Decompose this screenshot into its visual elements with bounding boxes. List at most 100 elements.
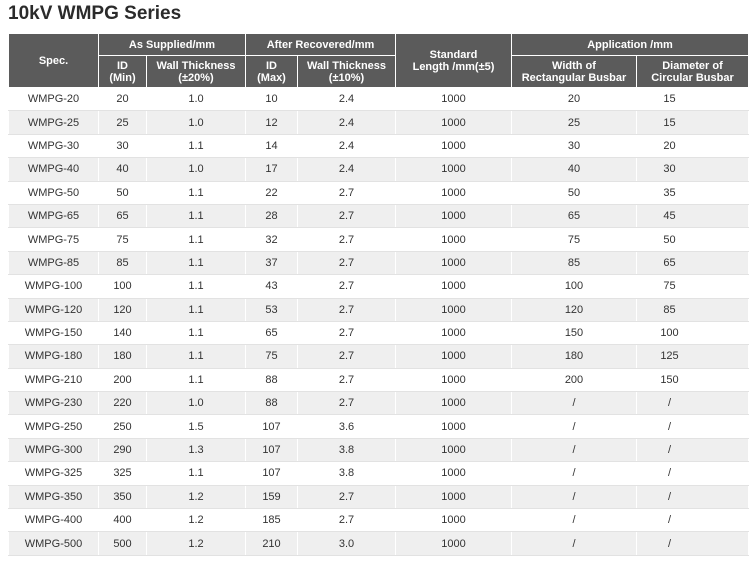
table-cell: 43: [245, 274, 298, 299]
table-row: WMPG-25 25 1.0 12 2.4 1000 25 15: [8, 110, 749, 135]
table-cell: 500: [98, 531, 147, 556]
table-cell: 1000: [395, 321, 512, 346]
table-row: WMPG-65 65 1.1 28 2.7 1000 65 45: [8, 204, 749, 229]
table-cell: 65: [98, 204, 147, 229]
table-cell: 1000: [395, 368, 512, 393]
table-cell: /: [636, 531, 749, 556]
table-cell: WMPG-120: [8, 298, 99, 322]
table-cell: 1000: [395, 87, 512, 112]
table-cell: 1000: [395, 508, 512, 533]
table-cell: 1.1: [146, 204, 246, 229]
table-row: WMPG-500 500 1.2 210 3.0 1000//: [8, 531, 749, 556]
table-cell: 1.5: [146, 414, 246, 439]
table-cell: 200: [511, 368, 637, 393]
table-cell: /: [636, 438, 749, 463]
table-cell: 1000: [395, 110, 512, 135]
table-cell: 28: [245, 204, 298, 229]
table-cell: 2.4: [297, 87, 396, 112]
table-cell: 120: [98, 298, 147, 322]
table-cell: 2.7: [297, 508, 396, 533]
table-cell: 50: [98, 181, 147, 205]
table-cell: 1.1: [146, 368, 246, 393]
table-cell: 1000: [395, 414, 512, 439]
table-cell: 25: [98, 110, 147, 135]
table-cell: 1000: [395, 181, 512, 205]
table-cell: 25: [511, 110, 637, 135]
table-cell: /: [511, 531, 637, 556]
table-cell: WMPG-65: [8, 204, 99, 229]
table-cell: 20: [98, 87, 147, 112]
table-cell: 180: [511, 344, 637, 369]
table-cell: 120: [511, 298, 637, 322]
table-cell: 30: [511, 134, 637, 159]
table-cell: 1.1: [146, 251, 246, 276]
table-cell: WMPG-400: [8, 508, 99, 533]
table-cell: WMPG-150: [8, 321, 99, 346]
table-cell: 1000: [395, 438, 512, 463]
table-cell: /: [636, 391, 749, 416]
table-row: WMPG-40 40 1.0 17 2.4 1000 40 30: [8, 157, 749, 182]
header-line: Diameter of: [662, 59, 723, 72]
table-cell: 125: [636, 344, 749, 369]
table-cell: WMPG-50: [8, 181, 99, 205]
table-cell: 75: [511, 227, 637, 252]
table-cell: 100: [636, 321, 749, 346]
table-cell: WMPG-350: [8, 485, 99, 510]
table-cell: 325: [98, 461, 147, 486]
table-cell: 12: [245, 110, 298, 135]
table-cell: 40: [98, 157, 147, 182]
table-cell: 1.0: [146, 157, 246, 182]
spec-table: Spec. As Supplied/mm After Recovered/mm …: [8, 33, 749, 556]
table-cell: 1.0: [146, 110, 246, 135]
table-row: WMPG-100 100 1.1 43 2.7 1000 100 75: [8, 274, 749, 299]
table-cell: 65: [511, 204, 637, 229]
table-body: WMPG-20 20 1.0 10 2.4 1000 20 15 WMPG-25 25 1.0 12 2…: [8, 87, 749, 556]
header-line: ID: [117, 59, 128, 72]
table-cell: 2.7: [297, 274, 396, 299]
header-cell: Wall Thickness (±10%): [297, 55, 396, 88]
table-cell: 88: [245, 368, 298, 393]
table-cell: 1.1: [146, 227, 246, 252]
table-cell: 32: [245, 227, 298, 252]
table-cell: /: [636, 461, 749, 486]
table-cell: 1000: [395, 251, 512, 276]
table-cell: 20: [636, 134, 749, 159]
table-cell: 200: [98, 368, 147, 393]
table-cell: WMPG-210: [8, 368, 99, 393]
header-line: Wall Thickness: [306, 59, 387, 72]
table-cell: 35: [636, 181, 749, 205]
table-cell: /: [511, 391, 637, 416]
table-cell: WMPG-180: [8, 344, 99, 369]
table-cell: 1.0: [146, 391, 246, 416]
table-row: WMPG-150 140 1.1 65 2.7 1000 150 100: [8, 321, 749, 346]
table-cell: 350: [98, 485, 147, 510]
header-cell: Width of Rectangular Busbar: [511, 55, 637, 88]
table-cell: 1.1: [146, 274, 246, 299]
table-cell: 1.1: [146, 298, 246, 322]
table-cell: WMPG-40: [8, 157, 99, 182]
table-row: WMPG-20 20 1.0 10 2.4 1000 20 15: [8, 87, 749, 112]
table-cell: 1.0: [146, 87, 246, 112]
table-cell: WMPG-30: [8, 134, 99, 159]
table-cell: 180: [98, 344, 147, 369]
header-cell: ID (Max): [245, 55, 298, 88]
table-cell: 1000: [395, 344, 512, 369]
table-cell: /: [511, 438, 637, 463]
table-row: WMPG-120 120 1.1 53 2.7 1000 120 85: [8, 298, 749, 322]
title: 10kV WMPG Series: [8, 3, 182, 24]
table-row: WMPG-325 325 1.1 107 3.8 1000//: [8, 461, 749, 486]
table-row: WMPG-50 50 1.1 22 2.7 1000 50 35: [8, 181, 749, 205]
header-cell: Application /mm: [511, 33, 749, 56]
table-cell: 1.1: [146, 181, 246, 205]
table-cell: 1.1: [146, 344, 246, 369]
table-cell: WMPG-230: [8, 391, 99, 416]
table-cell: 2.7: [297, 298, 396, 322]
table-cell: 185: [245, 508, 298, 533]
header-row: ID (Min) Wall Thickness (±20%) ID (Max) Wall T…: [9, 55, 749, 88]
table-cell: 2.7: [297, 251, 396, 276]
table-cell: 1000: [395, 531, 512, 556]
table-cell: 2.7: [297, 227, 396, 252]
table-cell: 2.4: [297, 157, 396, 182]
header-line: ID: [266, 59, 277, 72]
table-cell: 15: [636, 110, 749, 135]
